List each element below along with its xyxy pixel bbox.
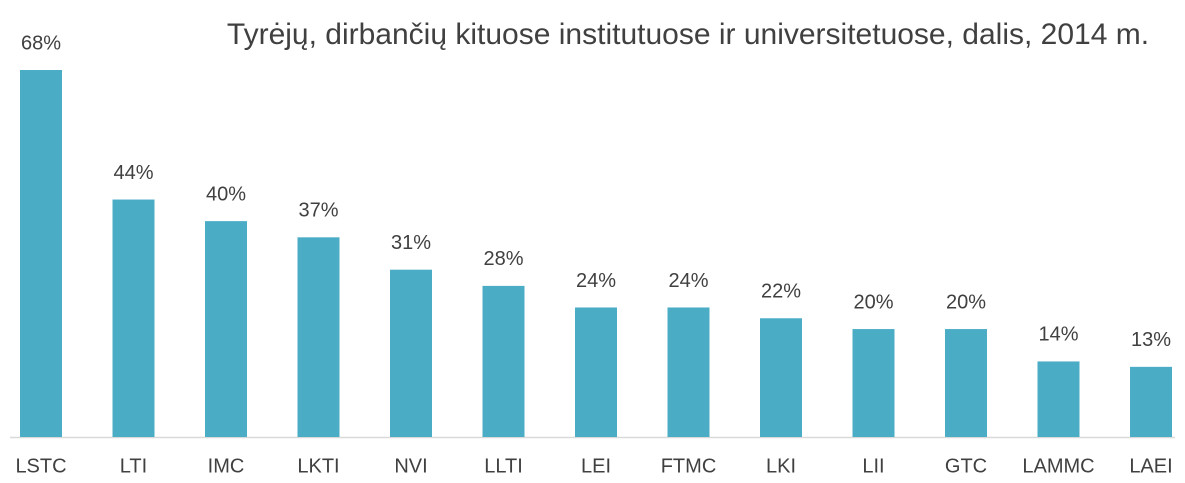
x-tick-label: FTMC <box>661 455 717 477</box>
bar <box>390 269 432 437</box>
value-label: 40% <box>206 183 246 205</box>
value-label: 20% <box>946 291 986 313</box>
x-tick-label: IMC <box>208 455 245 477</box>
x-tick-label: LKI <box>766 455 796 477</box>
bar <box>852 329 895 437</box>
bar <box>760 318 802 437</box>
bar <box>297 237 340 437</box>
x-tick-label: LKTI <box>297 455 339 477</box>
value-label: 44% <box>113 162 153 184</box>
value-label: 20% <box>853 291 893 313</box>
value-label: 24% <box>576 270 616 292</box>
value-label: 24% <box>668 270 708 292</box>
bar <box>1130 366 1172 437</box>
bar <box>945 329 987 437</box>
value-label: 14% <box>1038 324 1078 346</box>
x-tick-label: LSTC <box>15 455 66 477</box>
bar <box>667 307 710 437</box>
value-label: 28% <box>483 248 523 270</box>
x-tick-label: LTI <box>120 455 147 477</box>
bar <box>575 307 617 437</box>
value-label: 68% <box>21 32 61 54</box>
value-label: 13% <box>1131 329 1171 351</box>
chart-title: Tyrėjų, dirbančių kituose institutuose i… <box>226 18 1150 51</box>
x-tick-label: LII <box>862 455 884 477</box>
value-label: 37% <box>298 200 338 222</box>
x-tick-label: GTC <box>945 455 987 477</box>
bar <box>112 199 155 437</box>
value-label: 22% <box>761 281 801 303</box>
bar <box>1037 361 1080 437</box>
bar <box>20 70 62 437</box>
x-tick-label: LLTI <box>484 455 523 477</box>
bar <box>482 285 525 437</box>
x-tick-label: LAEI <box>1129 455 1172 477</box>
x-tick-label: LEI <box>581 455 611 477</box>
x-tick-label: LAMMC <box>1022 455 1094 477</box>
x-tick-label: NVI <box>394 455 427 477</box>
value-label: 31% <box>391 232 431 254</box>
bar <box>205 221 247 437</box>
